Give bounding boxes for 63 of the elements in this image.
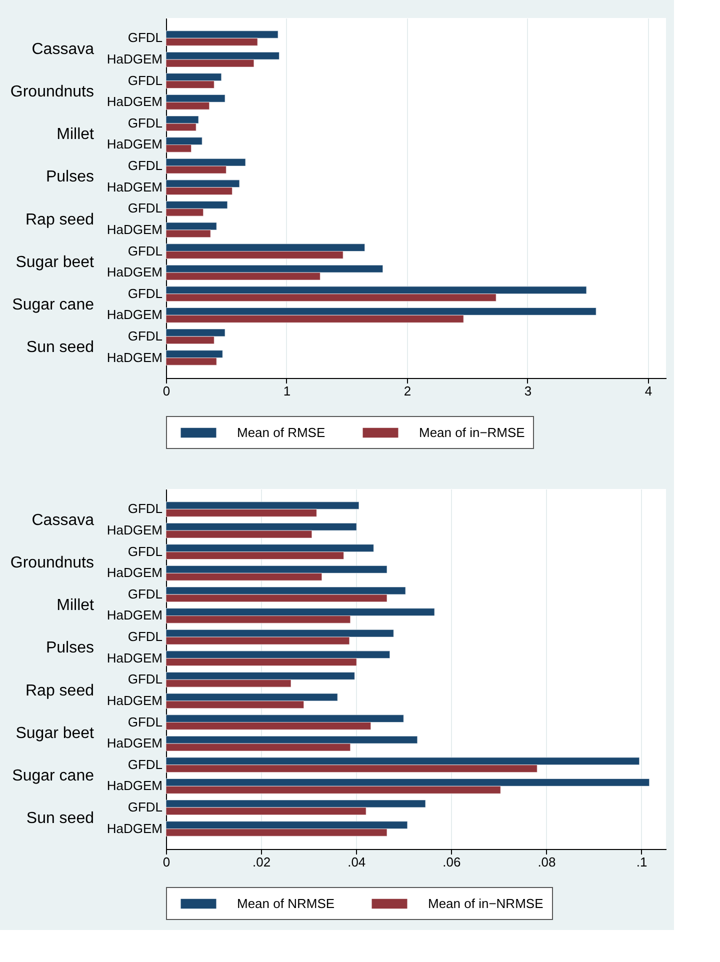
x-tick-label: 1 <box>283 384 291 398</box>
y-tick-label: GFDL <box>128 501 162 516</box>
y-tick-label: HaDGEM <box>106 52 162 67</box>
text: Cassava <box>32 512 94 529</box>
y-tick-label: GFDL <box>128 286 162 301</box>
y-tick-label: HaDGEM <box>106 136 162 152</box>
y-tick-label: GFDL <box>128 30 162 46</box>
y-tick-label: HaDGEM <box>106 307 162 322</box>
text: Sugar cane <box>12 768 94 785</box>
y-tick-label: GFDL <box>128 72 162 88</box>
text: Millet <box>56 597 95 614</box>
legend-label: Mean of NRMSE <box>237 896 335 911</box>
y-tick-label: GFDL <box>128 586 162 602</box>
y-tick-label: HaDGEM <box>106 565 162 580</box>
text: Groundnuts <box>10 83 94 100</box>
x-tick-label: 0 <box>162 384 170 398</box>
x-tick-label: 2 <box>404 384 412 398</box>
y-tick-label: GFDL <box>128 243 162 258</box>
text: Sun seed <box>26 810 94 828</box>
text: Cassava <box>32 40 94 58</box>
text: Sugar cane <box>12 296 94 314</box>
y-tick-label: GFDL <box>128 544 162 559</box>
text: Sugar beet <box>16 724 95 742</box>
text: Rap seed <box>26 682 94 700</box>
text: Pulses <box>46 640 94 657</box>
x-tick-label: 0 <box>162 854 170 870</box>
y-tick-label: HaDGEM <box>106 522 162 538</box>
y-tick-label: HaDGEM <box>106 608 162 623</box>
x-tick-label: .02 <box>252 854 271 870</box>
text: Pulses <box>46 168 94 186</box>
text: Sun seed <box>26 339 94 356</box>
y-tick-label: HaDGEM <box>106 778 162 794</box>
legend-label: Mean of in−RMSE <box>419 424 526 440</box>
y-tick-label: HaDGEM <box>106 692 162 708</box>
y-tick-label: HaDGEM <box>106 94 162 110</box>
y-tick-label: GFDL <box>128 714 162 730</box>
y-tick-label: HaDGEM <box>106 820 162 836</box>
y-tick-label: GFDL <box>128 158 162 174</box>
y-tick-label: HaDGEM <box>106 264 162 280</box>
y-tick-label: HaDGEM <box>106 222 162 237</box>
y-tick-label: HaDGEM <box>106 736 162 751</box>
x-tick-label: .08 <box>538 854 556 870</box>
text: Rap seed <box>26 211 94 228</box>
legend-label: Mean of in−NRMSE <box>428 896 544 911</box>
text: Sugar beet <box>16 254 95 271</box>
y-tick-label: GFDL <box>128 756 162 772</box>
y-tick-label: GFDL <box>128 115 162 130</box>
y-tick-label: GFDL <box>128 799 162 814</box>
y-tick-label: HaDGEM <box>106 350 162 365</box>
y-tick-label: HaDGEM <box>106 650 162 666</box>
text: Millet <box>56 126 95 144</box>
x-tick-label: 3 <box>524 384 532 398</box>
text: Groundnuts <box>10 554 94 572</box>
y-tick-label: GFDL <box>128 328 162 344</box>
y-tick-label: GFDL <box>128 200 162 216</box>
x-tick-label: .06 <box>442 854 461 870</box>
y-tick-label: GFDL <box>128 629 162 644</box>
x-tick-label: .1 <box>636 854 648 870</box>
x-tick-label: 4 <box>644 384 652 398</box>
legend-label: Mean of RMSE <box>237 424 326 440</box>
x-tick-label: .04 <box>348 854 366 870</box>
y-tick-label: HaDGEM <box>106 179 162 194</box>
y-tick-label: GFDL <box>128 672 162 687</box>
